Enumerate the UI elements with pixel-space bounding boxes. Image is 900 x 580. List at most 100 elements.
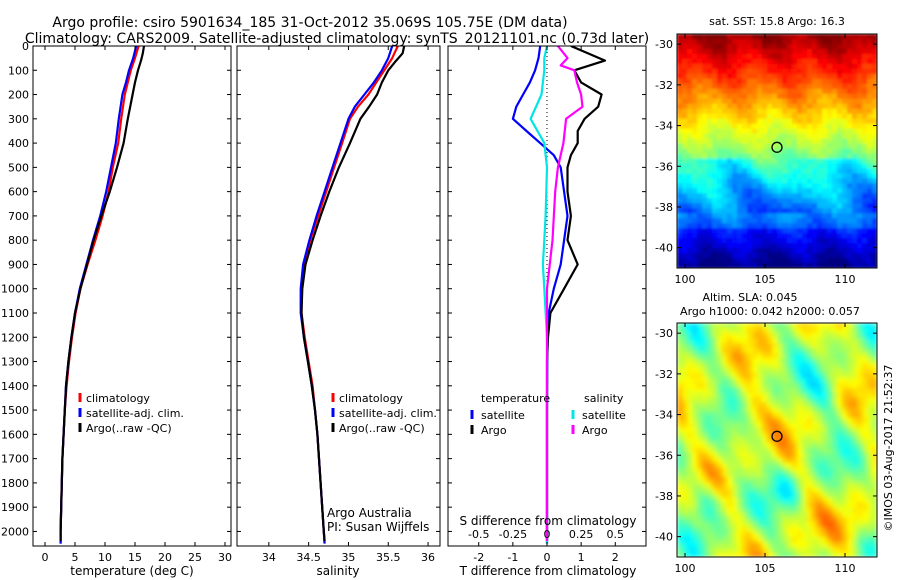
sla-map-cell: [862, 327, 868, 334]
sst-map-cell: [837, 198, 843, 204]
sst-map-cell: [802, 93, 808, 100]
sst-map-cell: [787, 253, 793, 259]
sst-map-cell: [767, 173, 773, 179]
salinity-xtick-label: 36: [421, 551, 435, 564]
sla-map-cell: [697, 323, 703, 329]
sla-map-cell: [847, 507, 853, 513]
sst-map-cell: [857, 258, 863, 264]
sst-map-cell: [857, 168, 863, 175]
sst-map-cell: [802, 108, 808, 115]
sst-map-cell: [692, 183, 698, 189]
sla-map-cell: [717, 512, 723, 518]
salinity-xtick-label: 34.5: [296, 551, 321, 564]
sla-map-cell: [692, 372, 698, 379]
sst-map-cell: [782, 233, 788, 239]
sst-map-cell: [867, 68, 873, 75]
sst-map-cell: [797, 223, 803, 229]
sla-map-cell: [717, 497, 723, 503]
sst-map-cell: [792, 118, 798, 125]
sst-map-cell: [722, 163, 728, 170]
sst-map-cell: [747, 38, 753, 45]
sla-map-cell: [807, 377, 813, 384]
sla-map-cell: [832, 427, 838, 434]
sla-map-cell: [842, 487, 848, 493]
sla-map-cell: [872, 477, 877, 483]
t-difference-label: T difference from climatology: [459, 564, 637, 578]
sst-map-cell: [847, 178, 853, 184]
sla-map-cell: [817, 362, 823, 369]
sst-map-cell: [677, 238, 683, 244]
sst-map-cell: [687, 188, 693, 194]
sst-map-cell: [687, 83, 693, 90]
sla-map-cell: [767, 472, 773, 478]
sla-map-cell: [812, 342, 818, 349]
sla-map-cell: [862, 447, 868, 454]
sst-map-cell: [707, 238, 713, 244]
sla-map-cell: [802, 412, 808, 419]
sst-map-cell: [747, 258, 753, 264]
sst-map-cell: [682, 53, 688, 60]
sst-map-cell: [682, 63, 688, 70]
sst-map-cell: [707, 258, 713, 264]
sla-map-cell: [872, 327, 877, 334]
sst-map-cell: [847, 128, 853, 135]
sla-map-cell: [722, 517, 728, 523]
sst-map-cell: [747, 158, 753, 165]
sla-map-cell: [712, 412, 718, 419]
sla-map-cell: [812, 512, 818, 518]
sst-map-cell: [702, 213, 708, 219]
sla-map-cell: [712, 417, 718, 424]
sst-map-cell: [777, 258, 783, 264]
sst-map-cell: [682, 183, 688, 189]
sst-map-cell: [772, 218, 778, 224]
sst-map-cell: [752, 108, 758, 115]
sla-map-cell: [772, 452, 778, 459]
sst-map-cell: [787, 143, 793, 150]
sla-map-cell: [682, 357, 688, 364]
sst-map-cell: [762, 48, 768, 55]
sst-map-cell: [687, 213, 693, 219]
sla-map-cell: [727, 462, 733, 468]
sst-map-cell: [762, 168, 768, 175]
sla-map-cell: [837, 422, 843, 429]
sst-map-cell: [847, 73, 853, 80]
sst-map-cell: [687, 148, 693, 155]
sst-map-cell: [707, 38, 713, 45]
sst-map-cell: [772, 108, 778, 115]
sla-map-cell: [797, 487, 803, 493]
sla-map-cell: [872, 387, 877, 394]
sla-map-cell: [767, 512, 773, 518]
sst-map-cell: [772, 78, 778, 85]
sla-map-cell: [782, 442, 788, 449]
sla-map-cell: [792, 422, 798, 429]
sst-map-cell: [737, 98, 743, 105]
sla-map-cell: [707, 472, 713, 478]
sst-map-cell: [832, 238, 838, 244]
sla-map-cell: [857, 412, 863, 419]
sla-map-cell: [792, 357, 798, 364]
sst-map-cell: [692, 198, 698, 204]
sst-map-cell: [727, 43, 733, 50]
sst-map-cell: [852, 248, 858, 254]
sla-map-cell: [697, 352, 703, 359]
sla-map-cell: [692, 407, 698, 414]
sla-map-cell: [782, 482, 788, 488]
sla-map-cell: [717, 527, 723, 533]
sst-map-cell: [772, 73, 778, 80]
temperature-ytick-label: 1700: [1, 453, 29, 466]
sst-map-cell: [727, 218, 733, 224]
sla-map-cell: [852, 487, 858, 493]
sst-map-cell: [722, 118, 728, 125]
sla-map-cell: [752, 487, 758, 493]
sst-map-cell: [802, 43, 808, 50]
sst-map-cell: [767, 68, 773, 75]
sst-map-cell: [717, 103, 723, 110]
sla-map-cell: [747, 337, 753, 344]
sst-map-cell: [807, 43, 813, 50]
sla-map-cell: [777, 412, 783, 419]
sst-map-cell: [817, 98, 823, 105]
sla-map-cell: [752, 342, 758, 349]
sst-map-cell: [707, 168, 713, 175]
sla-map-cell: [692, 332, 698, 339]
sla-map-cell: [852, 392, 858, 399]
